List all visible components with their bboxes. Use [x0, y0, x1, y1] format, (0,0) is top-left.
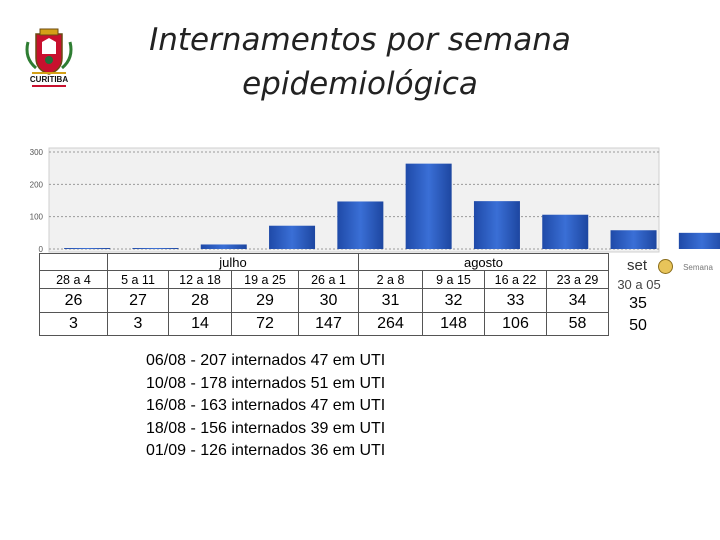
epi-week-cell: 33	[484, 288, 547, 313]
bar-week-30	[337, 201, 384, 249]
epi-week-cell: 29	[231, 288, 299, 313]
bar-week-34	[610, 230, 657, 249]
y-tick-label: 300	[30, 148, 44, 157]
y-tick-label: 100	[30, 213, 44, 222]
city-logo: CURITIBA	[18, 28, 80, 90]
count-cell: 3	[107, 312, 169, 336]
note-line: 16/08 - 163 internados 47 em UTI	[146, 397, 386, 414]
extra-epi-week: 35	[629, 295, 647, 312]
epi-week-cell: 26	[39, 288, 108, 313]
epi-week-cell: 32	[422, 288, 485, 313]
month-cell-julho: julho	[107, 253, 359, 271]
count-cell: 264	[358, 312, 423, 336]
bar-week-29	[269, 225, 316, 249]
month-cell	[39, 253, 108, 271]
epi-week-row: 26 27 28 29 30 31 32 33 34	[39, 288, 609, 313]
week-range-cell: 23 a 29	[546, 270, 609, 289]
bar-week-26	[64, 248, 111, 249]
epi-week-cell: 34	[546, 288, 609, 313]
epi-week-cell: 27	[107, 288, 169, 313]
month-cell-agosto: agosto	[358, 253, 609, 271]
week-range-cell: 12 a 18	[168, 270, 232, 289]
bar-week-27	[132, 248, 179, 249]
week-range-cell: 9 a 15	[422, 270, 485, 289]
extra-icon-label: Semana	[683, 263, 713, 272]
bar-week-32	[473, 201, 520, 249]
zoom-icon[interactable]	[658, 259, 673, 274]
week-range-cell: 26 a 1	[298, 270, 359, 289]
note-line: 06/08 - 207 internados 47 em UTI	[146, 352, 386, 369]
week-range-row: 28 a 4 5 a 11 12 a 18 19 a 25 26 a 1 2 a…	[39, 270, 609, 289]
extra-week-range: 30 a 05	[617, 277, 661, 292]
week-range-cell: 28 a 4	[39, 270, 108, 289]
bar-chart: 0 100 200 300	[30, 147, 720, 254]
extra-month-label: set	[626, 257, 647, 274]
count-cell: 3	[39, 312, 108, 336]
week-range-cell: 2 a 8	[358, 270, 423, 289]
count-cell: 58	[546, 312, 609, 336]
week-range-cell: 16 a 22	[484, 270, 547, 289]
y-tick-label: 200	[30, 180, 44, 189]
bar-week-31	[405, 163, 452, 249]
page-title: Internamentos por semana epidemiológica	[110, 18, 610, 106]
notes-list: 06/08 - 207 internados 47 em UTI 10/08 -…	[146, 350, 385, 463]
epi-week-cell: 30	[298, 288, 359, 313]
count-cell: 14	[168, 312, 232, 336]
title-line-2: epidemiológica	[242, 66, 478, 102]
note-line: 10/08 - 178 internados 51 em UTI	[146, 374, 386, 392]
bar-week-35	[678, 232, 720, 249]
logo-text: CURITIBA	[30, 75, 68, 84]
y-tick-label: 0	[39, 245, 44, 254]
count-row: 3 3 14 72 147 264 148 106 58	[39, 312, 609, 336]
count-cell: 72	[231, 312, 299, 336]
count-cell: 106	[484, 312, 547, 336]
note-line: 18/08 - 156 internados 39 em UTI	[146, 419, 386, 437]
title-line-1: Internamentos por semana	[149, 22, 571, 58]
epi-week-cell: 31	[358, 288, 423, 313]
weeks-table: julho agosto 28 a 4 5 a 11 12 a 18 19 a …	[39, 253, 609, 336]
bar-week-28	[200, 244, 247, 249]
bar-week-33	[542, 214, 589, 249]
week-range-cell: 19 a 25	[231, 270, 299, 289]
note-line: 01/09 - 126 internados 36 em UTI	[146, 442, 386, 459]
extra-count: 50	[629, 317, 647, 334]
epi-week-cell: 28	[168, 288, 232, 313]
month-row: julho agosto	[39, 253, 609, 271]
week-range-cell: 5 a 11	[107, 270, 169, 289]
count-cell: 147	[298, 312, 359, 336]
count-cell: 148	[422, 312, 485, 336]
